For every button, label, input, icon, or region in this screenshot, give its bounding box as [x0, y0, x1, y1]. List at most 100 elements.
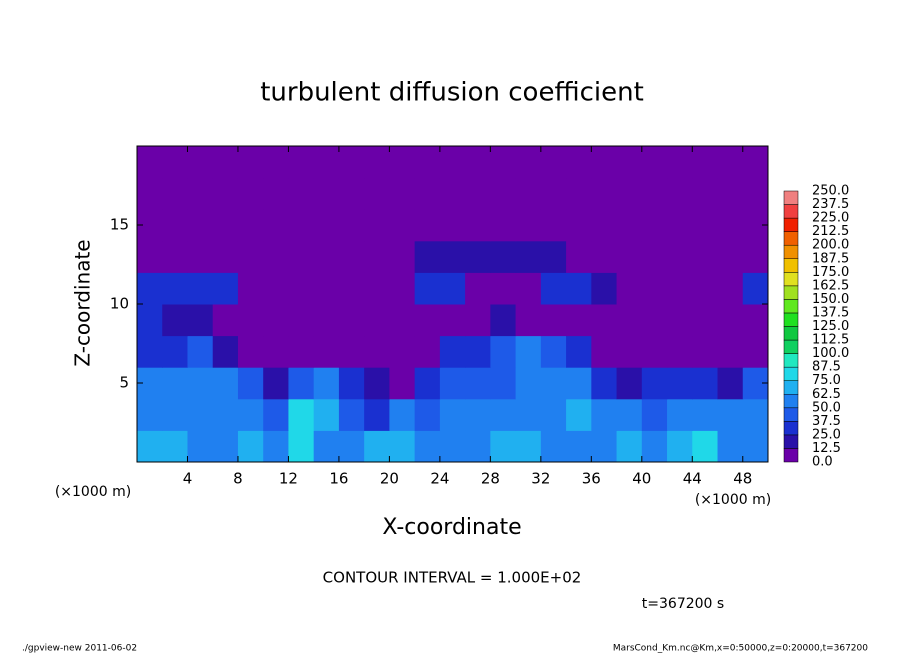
cell: [616, 146, 643, 179]
colorbar-swatch: [783, 299, 799, 314]
cell: [338, 272, 365, 305]
cell: [364, 177, 390, 210]
y-unit: (×1000 m): [55, 484, 131, 500]
cell: [389, 398, 416, 431]
cell: [515, 272, 542, 305]
cell: [137, 272, 163, 305]
cell: [237, 272, 264, 305]
cell: [313, 240, 340, 273]
cell: [237, 335, 264, 368]
cell: [465, 209, 491, 242]
cell: [162, 240, 188, 273]
cell: [641, 335, 668, 368]
cell: [490, 209, 517, 242]
cell: [263, 335, 289, 368]
cell: [162, 398, 188, 431]
cell: [591, 398, 618, 431]
cell: [338, 335, 365, 368]
cell: [692, 177, 719, 210]
cell: [591, 146, 618, 179]
colorbar-label: 250.0: [812, 184, 849, 199]
cell: [641, 430, 668, 463]
x-tick-label: 40: [632, 470, 651, 488]
cell: [641, 209, 668, 242]
cell: [263, 209, 289, 242]
cell: [616, 398, 643, 431]
colorbar-label: 37.5: [812, 414, 841, 429]
cell: [515, 209, 542, 242]
cell: [288, 398, 315, 431]
cell: [313, 398, 340, 431]
cell: [162, 367, 188, 400]
cell: [263, 367, 289, 400]
cell: [667, 398, 693, 431]
cell: [616, 177, 643, 210]
cell: [717, 146, 744, 179]
cell: [591, 335, 618, 368]
cell: [137, 177, 163, 210]
cell: [162, 209, 188, 242]
cell: [717, 367, 744, 400]
cell: [465, 367, 491, 400]
colorbar-swatch: [783, 217, 799, 232]
cell: [540, 272, 567, 305]
cell: [717, 398, 744, 431]
colorbar-swatch: [783, 326, 799, 341]
cell: [616, 430, 643, 463]
cell: [742, 430, 769, 463]
cell: [162, 304, 188, 337]
cell: [389, 146, 416, 179]
x-tick-label: 44: [683, 470, 702, 488]
axes: 4 8 12 16 20 24 28 32 36 40 44 48510150.012.525.037…: [110, 145, 849, 488]
cell: [414, 398, 441, 431]
cell: [515, 430, 542, 463]
cell: [667, 304, 693, 337]
cell: [338, 367, 365, 400]
colorbar-label: 200.0: [812, 238, 849, 253]
cell: [237, 146, 264, 179]
cell: [692, 146, 719, 179]
cell: [313, 272, 340, 305]
cell: [465, 146, 491, 179]
cell: [212, 272, 239, 305]
cell: [187, 146, 214, 179]
cell: [717, 304, 744, 337]
cell: [667, 177, 693, 210]
cell: [288, 367, 315, 400]
cell: [137, 398, 163, 431]
chart-title: turbulent diffusion coefficient: [260, 78, 644, 108]
colorbar-swatch: [783, 190, 799, 205]
cell: [692, 335, 719, 368]
cell: [439, 398, 466, 431]
cell: [540, 335, 567, 368]
cell: [288, 335, 315, 368]
contour-note: CONTOUR INTERVAL = 1.000E+02: [323, 569, 582, 587]
x-tick-label: 28: [481, 470, 500, 488]
cell: [742, 272, 769, 305]
cell: [414, 335, 441, 368]
cell: [490, 272, 517, 305]
cell: [187, 177, 214, 210]
cell: [692, 367, 719, 400]
cell: [414, 272, 441, 305]
cell: [667, 240, 693, 273]
cell: [212, 398, 239, 431]
cell: [540, 430, 567, 463]
cell: [692, 398, 719, 431]
cell: [667, 272, 693, 305]
colorbar-swatch: [783, 407, 799, 422]
cell: [237, 177, 264, 210]
cell: [515, 240, 542, 273]
cell: [338, 430, 365, 463]
cell: [263, 240, 289, 273]
cell: [566, 398, 592, 431]
cell: [263, 430, 289, 463]
cell: [288, 430, 315, 463]
cell: [187, 398, 214, 431]
footer-right: MarsCond_Km.nc@Km,x=0:50000,z=0:20000,t=…: [613, 644, 868, 654]
cell: [439, 209, 466, 242]
cell: [616, 209, 643, 242]
cell: [414, 304, 441, 337]
cell: [566, 177, 592, 210]
cell: [389, 240, 416, 273]
